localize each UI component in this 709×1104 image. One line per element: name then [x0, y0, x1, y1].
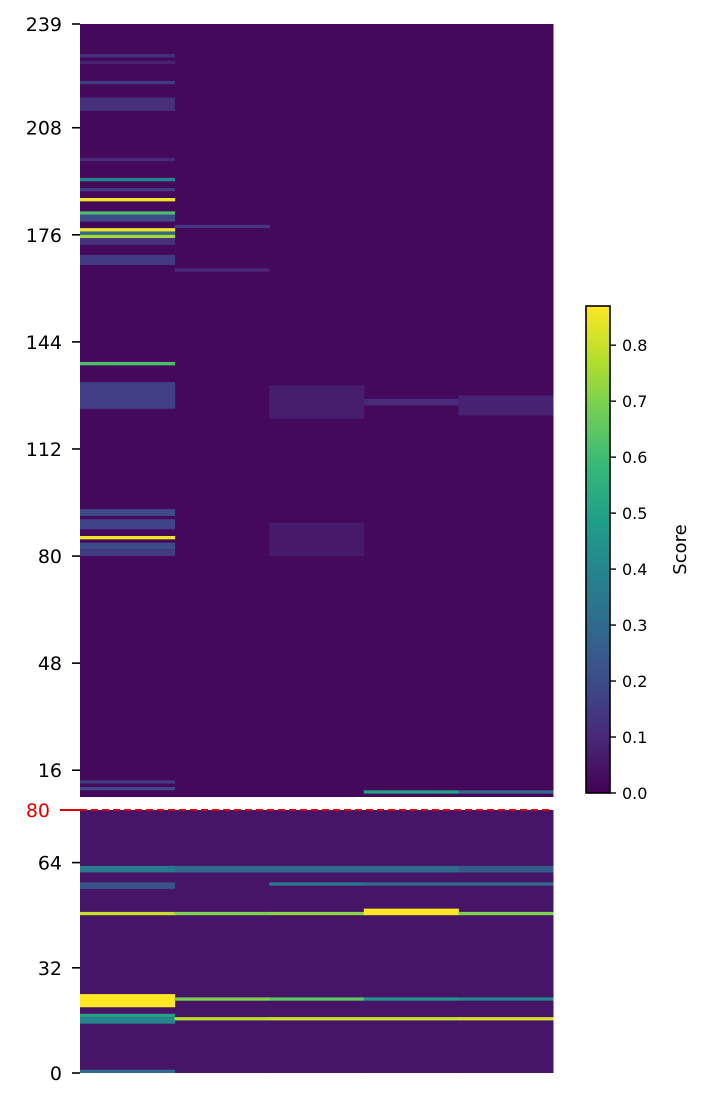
lower-cell-cell: [363, 865, 459, 873]
y-tick-label: 48: [38, 653, 62, 675]
lower-cell-cell: [80, 994, 176, 1008]
upper-cell-cell: [80, 361, 176, 366]
upper-cell-cell: [80, 211, 176, 215]
lower-cell-cell: [269, 1017, 365, 1021]
lower-cell-cell: [458, 1017, 554, 1021]
y-tick-label: 239: [26, 14, 62, 36]
upper-cell-cell: [80, 542, 176, 550]
lower-cell-cell: [80, 865, 176, 873]
upper-cell-cell: [80, 214, 176, 222]
upper-cell-cell: [363, 790, 459, 794]
lower-cell-cell: [269, 911, 365, 916]
lower-cell-cell: [458, 911, 554, 916]
lower-cell-cell: [174, 911, 270, 916]
colorbar-tick-label: 0.4: [622, 560, 647, 579]
lower-cell-cell: [269, 882, 365, 886]
upper-cell-cell: [80, 786, 176, 791]
upper-cell-cell: [80, 54, 176, 58]
y-tick-label: 64: [38, 853, 62, 875]
lower-cell-column-1: [174, 810, 270, 1073]
upper-cell-cell: [269, 385, 365, 419]
y-axis: 239 208 176 144 112 80 48 16 64 32 0: [26, 14, 80, 1085]
lower-cell-cell: [80, 1069, 176, 1073]
lower-cell-cell: [269, 997, 365, 1001]
lower-cell-cell: [174, 865, 270, 873]
upper-cell-cell: [80, 157, 176, 162]
lower-cell-cell: [363, 997, 459, 1001]
upper-cell-cell: [174, 268, 270, 272]
lower-cell-cell: [363, 1017, 459, 1021]
colorbar-tick-label: 0.5: [622, 504, 647, 523]
upper-cell-column-0: [80, 24, 176, 797]
colorbar-tick-label: 0.3: [622, 616, 647, 635]
upper-cell-cell: [80, 509, 176, 516]
lower-cell-cell: [458, 997, 554, 1001]
lower-cell-cell: [363, 908, 459, 916]
heatmap-lower-block: [80, 810, 554, 1073]
reference-line-label: 80: [26, 800, 50, 822]
upper-cell-cell: [80, 80, 176, 85]
upper-cell-column-1: [174, 24, 270, 797]
lower-cell-column-4: [458, 810, 554, 1073]
lower-cell-column-2: [269, 810, 365, 1073]
colorbar-label: Score: [670, 524, 691, 574]
upper-cell-column-3: [363, 24, 459, 797]
y-tick-label: 80: [38, 546, 62, 568]
lower-cell-cell: [458, 882, 554, 886]
y-tick-label: 144: [26, 332, 62, 354]
upper-cell-cell: [80, 780, 176, 784]
upper-cell-cell: [80, 177, 176, 182]
upper-cell-cell: [458, 790, 554, 794]
colorbar-ticks: 0.0 0.1 0.2 0.3 0.4 0.5 0.6 0.7 0.8: [610, 336, 647, 803]
upper-cell-cell: [458, 395, 554, 416]
y-tick-label: 176: [26, 225, 62, 247]
colorbar-tick-label: 0.6: [622, 448, 647, 467]
colorbar-tick-label: 0.7: [622, 392, 647, 411]
y-tick-label: 16: [38, 760, 62, 782]
upper-cell-cell: [80, 198, 176, 202]
upper-cell-cell: [80, 254, 176, 265]
upper-cell-cell: [363, 398, 459, 406]
upper-cell-cell: [80, 234, 176, 239]
upper-cell-cell: [269, 522, 365, 557]
lower-cell-cell: [174, 1017, 270, 1021]
reference-line-group: 80: [26, 800, 553, 822]
upper-cell-cell: [80, 228, 176, 232]
lower-cell-cell: [80, 882, 176, 889]
heatmap-upper-block: [80, 24, 554, 797]
upper-cell-cell: [80, 97, 176, 112]
upper-cell-cell: [80, 382, 176, 409]
lower-cell-cell: [363, 882, 459, 886]
lower-cell-cell: [80, 911, 176, 916]
lower-cell-cell: [458, 865, 554, 873]
colorbar-tick-label: 0.8: [622, 336, 647, 355]
upper-cell-cell: [80, 238, 176, 245]
lower-cell-column-0: [80, 810, 176, 1073]
upper-cell-cell: [80, 187, 176, 192]
lower-cell-cell: [80, 1017, 176, 1024]
upper-cell-cell: [80, 535, 176, 540]
upper-cell-cell: [80, 60, 176, 65]
colorbar-tick-label: 0.0: [622, 784, 647, 803]
lower-cell-cell: [80, 1013, 176, 1018]
y-tick-label: 32: [38, 958, 62, 980]
upper-cell-cell: [80, 519, 176, 530]
upper-cell-cell: [80, 231, 176, 235]
lower-cell-column-3: [363, 810, 459, 1073]
upper-cell-cell: [174, 224, 270, 229]
lower-cell-cell: [269, 865, 365, 873]
colorbar-gradient: [585, 305, 611, 794]
colorbar-tick-label: 0.2: [622, 672, 647, 691]
lower-cell-cell: [174, 997, 270, 1001]
y-tick-label: 0: [50, 1063, 62, 1085]
y-tick-label: 112: [26, 439, 62, 461]
colorbar-tick-label: 0.1: [622, 728, 647, 747]
colorbar: 0.0 0.1 0.2 0.3 0.4 0.5 0.6 0.7 0.8 Score: [585, 305, 691, 803]
upper-cell-cell: [80, 549, 176, 557]
y-tick-label: 208: [26, 118, 62, 140]
